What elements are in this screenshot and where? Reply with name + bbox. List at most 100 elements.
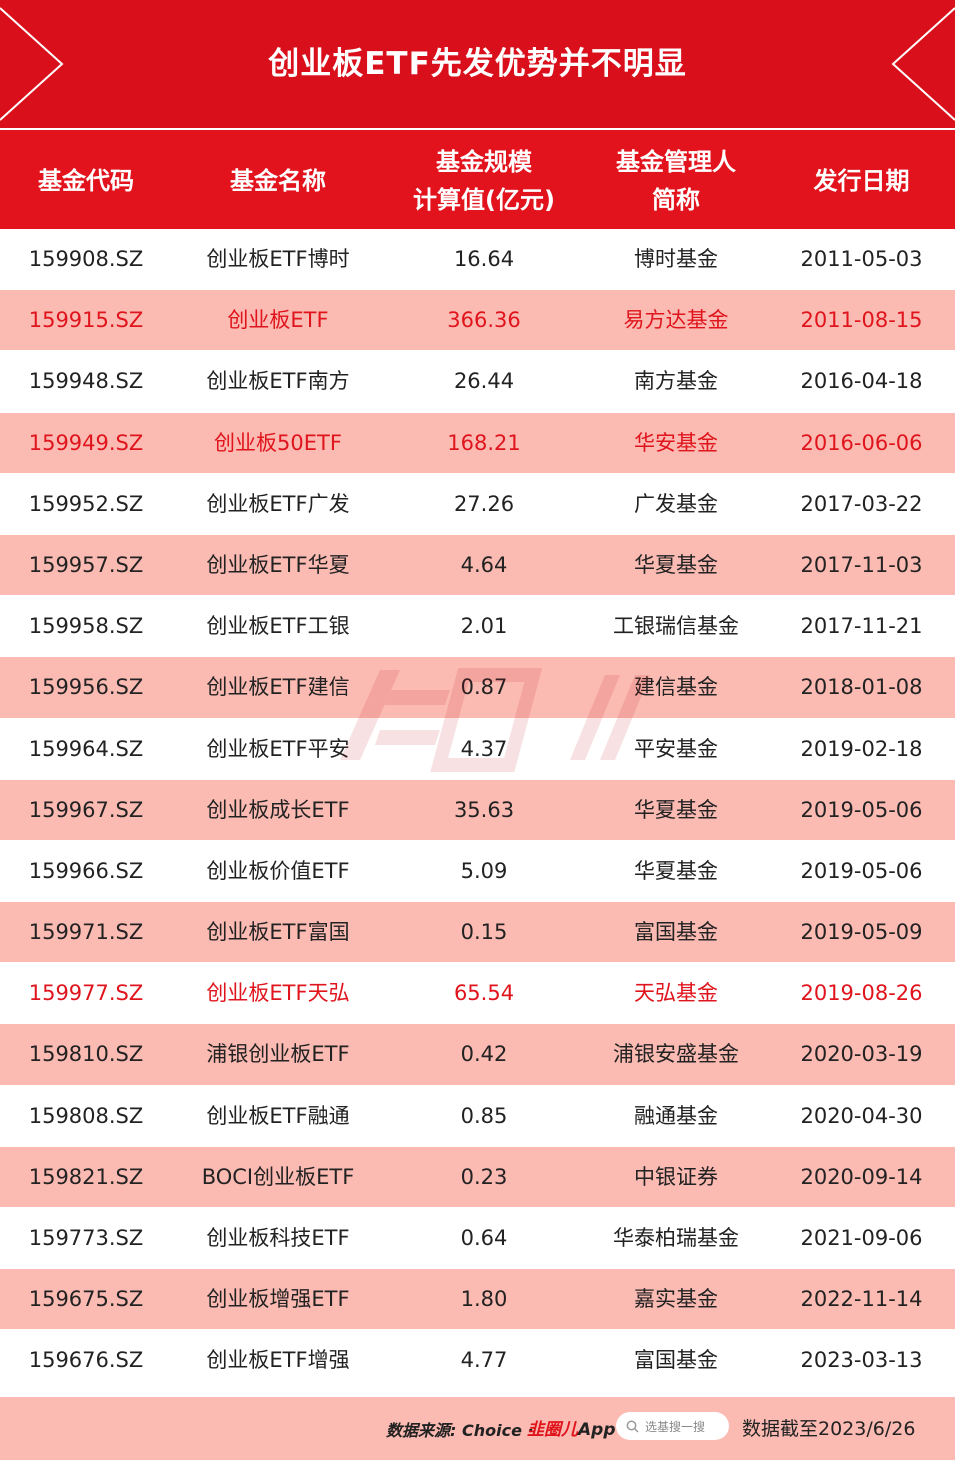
table-row: 159971.SZ 创业板ETF富国 0.15 富国基金 2019-05-09 xyxy=(0,902,955,964)
table-row: 159908.SZ 创业板ETF博时 16.64 博时基金 2011-05-03 xyxy=(0,229,955,291)
cell-fund-name: 创业板ETF博时 xyxy=(206,247,350,271)
cell-fund-code: 159958.SZ xyxy=(28,614,144,639)
cell-fund-code: 159808.SZ xyxy=(28,1103,144,1128)
search-icon xyxy=(626,1420,639,1433)
cell-fund-name: 创业板ETF富国 xyxy=(206,920,350,945)
cell-fund-name: 创业板价值ETF xyxy=(206,858,350,883)
cell-issue-date: 2019-08-26 xyxy=(800,981,923,1006)
cell-fund-size: 35.63 xyxy=(453,797,515,822)
cell-fund-name: 创业板增强ETF xyxy=(206,1287,350,1312)
cell-fund-name: 创业板ETF广发 xyxy=(206,491,350,516)
table-row: 159952.SZ 创业板ETF广发 27.26 广发基金 2017-03-22 xyxy=(0,474,955,535)
cell-fund-size: 5.09 xyxy=(460,858,508,883)
cell-fund-name: 创业板ETF天弘 xyxy=(206,981,350,1006)
cell-fund-size: 16.64 xyxy=(453,247,515,271)
cell-fund-name: 创业板ETF增强 xyxy=(206,1348,350,1373)
cell-fund-manager: 博时基金 xyxy=(634,247,718,271)
header-fund-code: 基金代码 xyxy=(38,166,134,195)
cell-fund-manager: 天弘基金 xyxy=(634,981,718,1006)
cell-fund-code: 159908.SZ xyxy=(28,247,144,271)
table-row: 159966.SZ 创业板价值ETF 5.09 华夏基金 2019-05-06 xyxy=(0,841,955,903)
cell-issue-date: 2020-09-14 xyxy=(800,1164,923,1189)
cell-issue-date: 2019-02-18 xyxy=(800,736,923,761)
cell-fund-name: 创业板50ETF xyxy=(214,430,342,455)
cell-fund-manager: 中银证券 xyxy=(634,1164,718,1189)
cell-fund-code: 159675.SZ xyxy=(28,1287,144,1312)
cell-issue-date: 2018-01-08 xyxy=(800,675,923,700)
cell-fund-manager: 嘉实基金 xyxy=(634,1287,718,1312)
cell-fund-name: 创业板ETF工银 xyxy=(206,614,350,639)
cell-fund-code: 159957.SZ xyxy=(28,552,144,577)
title-bar: 创业板ETF先发优势并不明显 xyxy=(0,0,955,128)
cell-fund-size: 0.85 xyxy=(460,1103,508,1128)
cell-fund-code: 159952.SZ xyxy=(28,491,144,516)
cell-issue-date: 2021-09-06 xyxy=(800,1226,923,1250)
table-row: 159821.SZ BOCI创业板ETF 0.23 中银证券 2020-09-14 xyxy=(0,1146,955,1208)
right-chevron-decoration xyxy=(891,7,955,121)
cell-fund-size: 366.36 xyxy=(447,308,521,333)
header-issue-date: 发行日期 xyxy=(813,166,910,195)
data-cutoff-date: 数据截至2023/6/26 xyxy=(742,1418,916,1440)
app-logo: 韭圈儿App xyxy=(527,1420,616,1440)
header-fund-name: 基金名称 xyxy=(230,166,326,195)
cell-issue-date: 2019-05-06 xyxy=(800,858,923,883)
cell-issue-date: 2022-11-14 xyxy=(800,1287,923,1312)
cell-fund-manager: 广发基金 xyxy=(634,491,718,516)
cell-fund-code: 159948.SZ xyxy=(28,369,144,394)
cell-fund-code: 159949.SZ xyxy=(28,430,144,455)
cell-fund-name: 创业板ETF华夏 xyxy=(206,552,350,577)
search-box[interactable]: 选基搜一搜 xyxy=(616,1412,729,1440)
header-fund-size: 基金规模 计算值(亿元) xyxy=(413,147,555,214)
cell-fund-name: 创业板ETF南方 xyxy=(206,369,350,394)
cell-issue-date: 2020-04-30 xyxy=(800,1103,923,1128)
cell-fund-manager: 华安基金 xyxy=(634,430,718,455)
table-row: 159958.SZ 创业板ETF工银 2.01 工银瑞信基金 2017-11-21 xyxy=(0,596,955,658)
table-body: 159908.SZ 创业板ETF博时 16.64 博时基金 2011-05-03 1599… xyxy=(0,229,955,1392)
cell-fund-size: 1.80 xyxy=(460,1287,508,1312)
cell-fund-code: 159810.SZ xyxy=(28,1042,144,1067)
table-row: 159773.SZ 创业板科技ETF 0.64 华泰柏瑞基金 2021-09-06 xyxy=(0,1208,955,1270)
cell-fund-size: 0.64 xyxy=(460,1226,508,1250)
cell-fund-size: 168.21 xyxy=(447,430,521,455)
page-title: 创业板ETF先发优势并不明显 xyxy=(268,46,687,82)
cell-fund-manager: 华夏基金 xyxy=(634,552,718,577)
cell-fund-manager: 建信基金 xyxy=(634,675,718,700)
search-placeholder: 选基搜一搜 xyxy=(645,1419,706,1434)
cell-fund-manager: 华夏基金 xyxy=(634,858,718,883)
cell-fund-name: 创业板成长ETF xyxy=(206,797,350,822)
table-row: 159977.SZ 创业板ETF天弘 65.54 天弘基金 2019-08-26 xyxy=(0,963,955,1025)
cell-fund-size: 0.87 xyxy=(460,675,508,700)
cell-fund-code: 159964.SZ xyxy=(28,736,144,761)
cell-fund-name: 创业板ETF建信 xyxy=(206,675,350,700)
cell-fund-name: 创业板科技ETF xyxy=(206,1226,350,1250)
cell-issue-date: 2017-11-21 xyxy=(800,614,923,639)
cell-fund-manager: 富国基金 xyxy=(634,920,718,945)
table-row: 159957.SZ 创业板ETF华夏 4.64 华夏基金 2017-11-03 xyxy=(0,534,955,597)
cell-fund-name: 创业板ETF xyxy=(227,308,329,333)
cell-fund-manager: 平安基金 xyxy=(634,736,718,761)
cell-fund-code: 159967.SZ xyxy=(28,797,144,822)
header-fund-manager: 基金管理人 简称 xyxy=(616,147,736,214)
data-source: 数据来源: Choice · xyxy=(386,1421,534,1440)
cell-fund-manager: 南方基金 xyxy=(634,369,718,394)
cell-fund-code: 159773.SZ xyxy=(28,1226,144,1250)
cell-issue-date: 2016-06-06 xyxy=(800,430,923,455)
cell-fund-manager: 浦银安盛基金 xyxy=(613,1042,739,1067)
cell-fund-manager: 融通基金 xyxy=(634,1103,718,1128)
cell-fund-name: 创业板ETF平安 xyxy=(206,736,350,761)
cell-issue-date: 2019-05-06 xyxy=(800,797,923,822)
cell-issue-date: 2020-03-19 xyxy=(800,1042,923,1067)
cell-fund-size: 26.44 xyxy=(453,369,515,394)
table-row: 159675.SZ 创业板增强ETF 1.80 嘉实基金 2022-11-14 xyxy=(0,1269,955,1331)
cell-fund-manager: 易方达基金 xyxy=(623,308,729,333)
cell-fund-code: 159966.SZ xyxy=(28,858,144,883)
cell-fund-size: 0.23 xyxy=(460,1164,508,1189)
cell-fund-size: 65.54 xyxy=(453,981,515,1006)
cell-fund-name: 浦银创业板ETF xyxy=(206,1042,350,1067)
cell-fund-size: 4.37 xyxy=(460,736,508,761)
table-row: 159915.SZ 创业板ETF 366.36 易方达基金 2011-08-15 xyxy=(0,290,955,352)
cell-fund-size: 2.01 xyxy=(460,614,508,639)
cell-fund-size: 0.42 xyxy=(460,1042,508,1067)
cell-issue-date: 2023-03-13 xyxy=(800,1348,923,1373)
table-row: 159956.SZ 创业板ETF建信 0.87 建信基金 2018-01-08 xyxy=(0,657,955,719)
